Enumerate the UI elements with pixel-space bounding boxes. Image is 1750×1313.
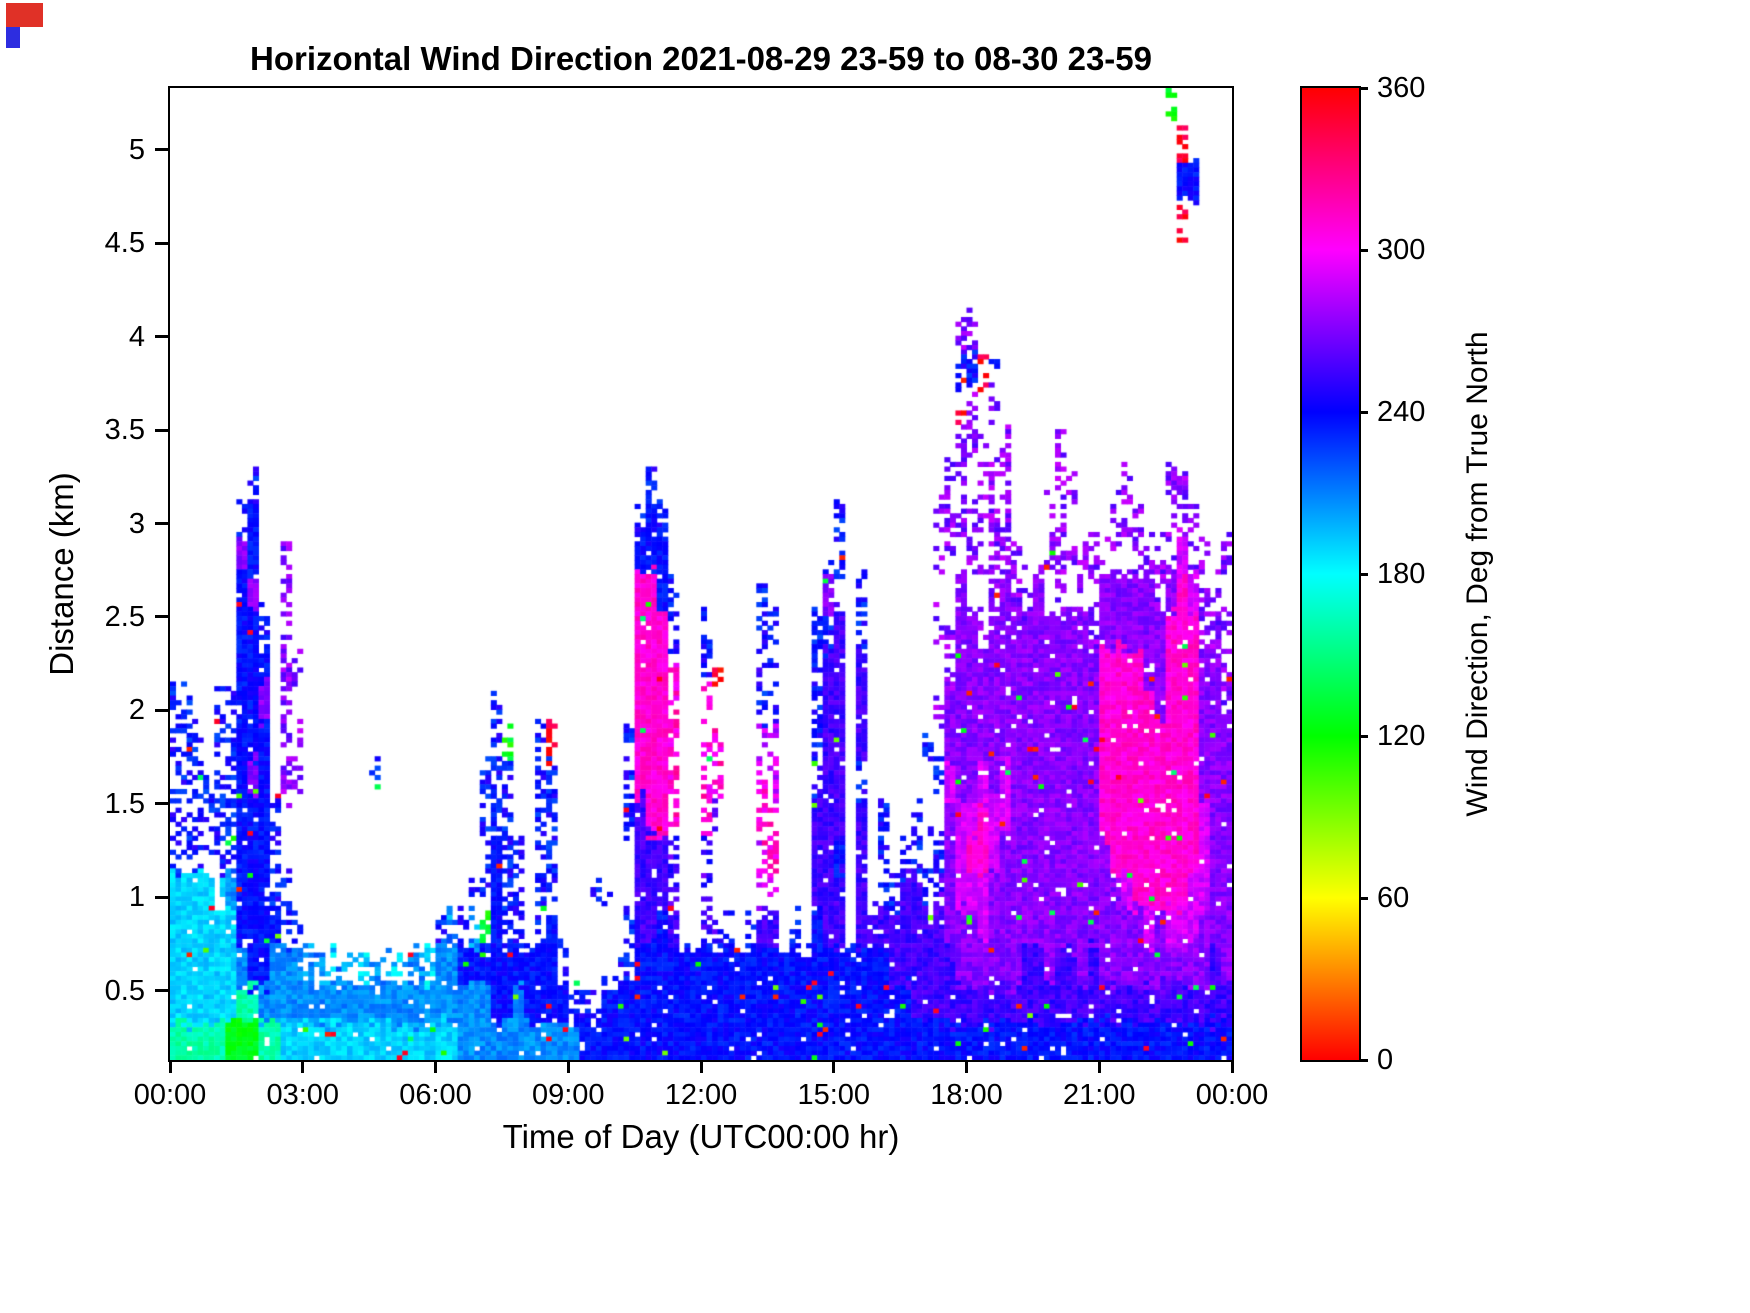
- x-tick-label: 00:00: [1195, 1079, 1269, 1111]
- colorbar-label: Wind Direction, Deg from True North: [1461, 331, 1494, 817]
- y-tick-label: 0.5: [104, 974, 145, 1007]
- y-tick-mark: [155, 989, 168, 993]
- x-tick-label: 21:00: [1062, 1079, 1136, 1111]
- x-tick-mark: [965, 1060, 968, 1073]
- colorbar-tick-label: 60: [1377, 882, 1410, 914]
- y-tick-mark: [155, 615, 168, 619]
- colorbar-tick-mark: [1359, 896, 1368, 900]
- colorbar-tick-mark: [1359, 734, 1368, 738]
- colorbar-tick-label: 120: [1377, 720, 1426, 752]
- y-tick-mark: [155, 522, 168, 526]
- colorbar-tick-mark: [1359, 86, 1368, 90]
- x-tick-label: 12:00: [664, 1079, 738, 1111]
- y-tick-mark: [155, 895, 168, 899]
- x-axis-label: Time of Day (UTC00:00 hr): [502, 1118, 900, 1155]
- colorbar-tick-mark: [1359, 248, 1368, 252]
- x-tick-mark: [566, 1060, 570, 1073]
- y-tick-mark: [155, 802, 168, 806]
- x-tick-mark: [301, 1060, 305, 1073]
- chart-title: Horizontal Wind Direction 2021-08-29 23-…: [249, 40, 1153, 77]
- x-tick-label: 03:00: [266, 1079, 340, 1111]
- x-tick-mark: [168, 1060, 172, 1073]
- x-tick-label: 00:00: [133, 1079, 207, 1111]
- plot-area: [168, 86, 1234, 1062]
- y-tick-label: 3.5: [104, 414, 145, 447]
- y-tick-label: 2.5: [104, 600, 145, 633]
- x-tick-label: 15:00: [797, 1079, 871, 1111]
- y-tick-mark: [155, 428, 168, 432]
- y-tick-label: 4: [128, 320, 145, 353]
- y-tick-label: 4.5: [104, 227, 145, 260]
- x-tick-mark: [832, 1060, 836, 1073]
- y-tick-label: 1.5: [104, 787, 145, 820]
- heatmap-canvas: [170, 88, 1232, 1060]
- corner-artifact-red: [6, 3, 43, 27]
- x-tick-label: 06:00: [399, 1079, 472, 1111]
- colorbar-tick-label: 180: [1377, 558, 1426, 590]
- colorbar-tick-mark: [1359, 572, 1368, 576]
- y-tick-mark: [155, 148, 168, 152]
- x-tick-label: 18:00: [930, 1079, 1003, 1111]
- y-tick-mark: [155, 241, 168, 245]
- colorbar-tick-label: 360: [1377, 72, 1426, 104]
- colorbar-tick-mark: [1359, 410, 1368, 414]
- corner-artifact-blue: [6, 27, 20, 48]
- x-tick-mark: [434, 1060, 437, 1073]
- colorbar-tick-mark: [1359, 1058, 1368, 1062]
- y-tick-label: 3: [128, 507, 145, 540]
- y-tick-mark: [155, 708, 168, 712]
- x-tick-mark: [1230, 1060, 1234, 1073]
- x-tick-label: 09:00: [531, 1079, 605, 1111]
- y-tick-label: 5: [128, 133, 145, 166]
- y-tick-mark: [155, 335, 168, 339]
- x-tick-mark: [1097, 1060, 1101, 1073]
- colorbar: [1300, 86, 1361, 1062]
- colorbar-tick-label: 240: [1377, 396, 1426, 428]
- y-tick-label: 2: [128, 694, 145, 727]
- y-axis-label: Distance (km): [43, 472, 80, 676]
- y-tick-label: 1: [128, 881, 145, 914]
- colorbar-tick-label: 300: [1377, 234, 1426, 266]
- colorbar-tick-label: 0: [1377, 1044, 1394, 1076]
- x-tick-mark: [699, 1060, 703, 1073]
